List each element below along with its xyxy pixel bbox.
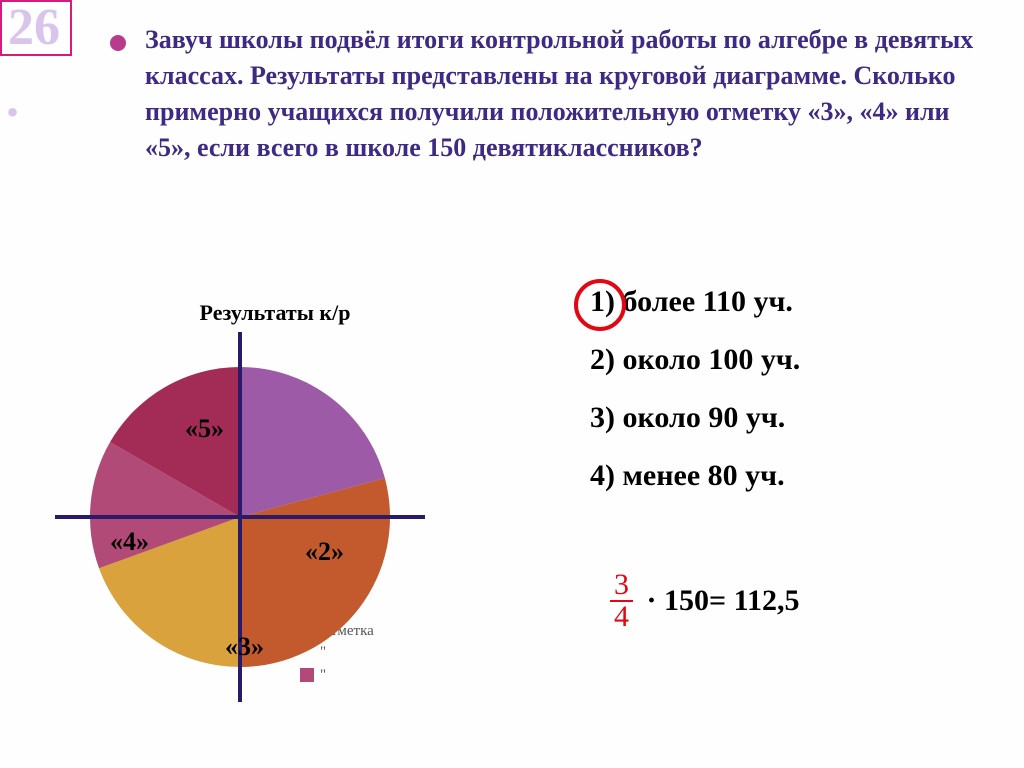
fraction: 3 4 (610, 570, 633, 632)
slice-label: «5» (185, 414, 224, 444)
slice-label: «2» (305, 537, 344, 567)
slide-number-dot: . (6, 70, 19, 129)
answer-number: 2) (590, 343, 623, 376)
correct-circle-icon (574, 279, 626, 331)
slide-number: 26 (8, 0, 60, 56)
answer-option: 1) более 110 уч. (580, 285, 800, 319)
answer-number: 3) (590, 401, 623, 434)
pie-area: «2» «3» «4» «5» (55, 332, 425, 702)
fraction-denominator: 4 (610, 602, 633, 632)
question-text: Завуч школы подвёл итоги контрольной раб… (145, 22, 995, 166)
calc-rest: · 150= 112,5 (639, 584, 799, 617)
slice-label: «4» (110, 527, 149, 557)
fraction-numerator: 3 (610, 570, 633, 602)
pie-chart: Результаты к/р «2» «3» «4» «5» (55, 300, 425, 730)
chart-title: Результаты к/р (125, 300, 425, 326)
legend-item: " (300, 665, 374, 686)
answer-text: менее 80 уч. (623, 459, 785, 492)
calculation: 3 4 · 150= 112,5 (610, 570, 799, 632)
answer-text: около 90 уч. (623, 401, 786, 434)
answer-list: 1) более 110 уч.2) около 100 уч.3) около… (580, 285, 800, 517)
answer-number: 4) (590, 459, 623, 492)
answer-text: около 100 уч. (623, 343, 801, 376)
answer-option: 4) менее 80 уч. (580, 459, 800, 493)
bullet-icon (110, 35, 126, 51)
slice-label: «3» (225, 632, 264, 662)
answer-text: более 110 уч. (623, 285, 793, 318)
legend-swatch (300, 668, 314, 682)
legend-label: " (320, 665, 326, 686)
answer-option: 3) около 90 уч. (580, 401, 800, 435)
answer-option: 2) около 100 уч. (580, 343, 800, 377)
slide-number-box: 26 (0, 0, 72, 56)
